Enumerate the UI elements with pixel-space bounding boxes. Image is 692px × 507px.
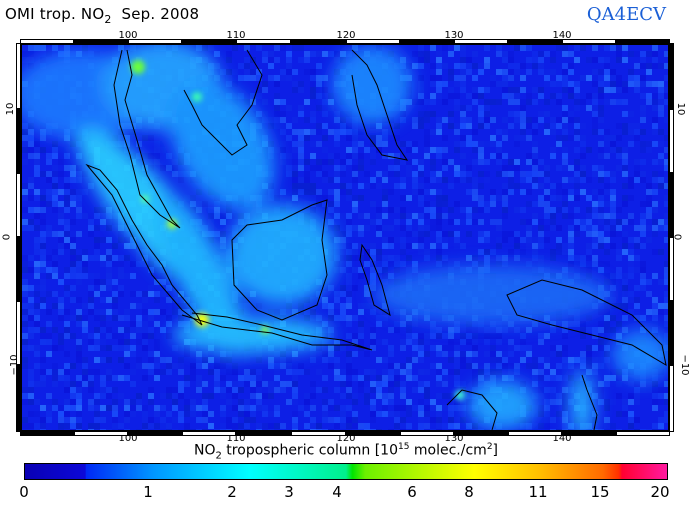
no2-heatmap	[22, 45, 668, 430]
colorbar-tick-label: 6	[407, 483, 417, 501]
cbar-label-mid: tropospheric column [10	[221, 442, 398, 459]
title-text: OMI trop. NO	[5, 5, 105, 23]
lon-tick-label: 140	[552, 30, 572, 41]
frame-segment	[616, 39, 670, 44]
frame-segment	[236, 431, 291, 436]
frame-segment	[128, 39, 182, 44]
frame-segment	[16, 237, 21, 301]
frame-segment	[454, 39, 508, 44]
frame-segment	[669, 43, 674, 109]
frame-segment	[669, 237, 674, 301]
lat-tick-label: 0	[1, 233, 13, 241]
frame-segment	[346, 39, 400, 44]
colorbar	[24, 463, 668, 480]
frame-segment	[20, 39, 74, 44]
lon-tick-label: 130	[444, 433, 464, 444]
elevated-regions	[22, 45, 668, 430]
lon-tick-label: 120	[336, 30, 356, 41]
frame-segment	[16, 109, 21, 173]
brand-label: QA4ECV	[586, 4, 666, 25]
frame-segment	[74, 39, 128, 44]
colorbar-tick-label: 4	[332, 483, 342, 501]
frame-segment	[74, 431, 128, 436]
title-date: Sep. 2008	[111, 5, 200, 23]
cbar-label-units: molec./cm	[409, 442, 487, 459]
frame-segment	[508, 39, 562, 44]
frame-segment	[16, 43, 21, 109]
frame-segment	[346, 431, 400, 436]
lon-tick-label: 110	[226, 433, 246, 444]
frame-segment	[182, 431, 236, 436]
lon-tick-label: 100	[118, 433, 138, 444]
frame-segment	[236, 39, 291, 44]
frame-segment	[669, 173, 674, 237]
frame-segment	[291, 39, 346, 44]
frame-segment	[400, 431, 454, 436]
frame-segment	[20, 431, 74, 436]
frame-segment	[16, 301, 21, 365]
cbar-label-exp: 15	[398, 442, 410, 452]
colorbar-tick-label: 8	[464, 483, 474, 501]
frame-segment	[291, 431, 346, 436]
lon-tick-label: 120	[336, 433, 356, 444]
colorbar-tick-label: 15	[590, 483, 610, 501]
frame-segment	[128, 431, 182, 436]
frame-segment	[669, 365, 674, 432]
frame-segment	[182, 39, 236, 44]
colorbar-tick-label: 0	[19, 483, 29, 501]
colorbar-tick-label: 2	[227, 483, 237, 501]
frame-segment	[508, 431, 562, 436]
lon-tick-label: 110	[226, 30, 246, 41]
frame-segment	[400, 39, 454, 44]
colorbar-tick-label: 3	[284, 483, 294, 501]
frame-segment	[562, 39, 616, 44]
frame-segment	[16, 365, 21, 432]
frame-segment	[669, 109, 674, 173]
cbar-label-exp2: 2	[486, 442, 493, 452]
coastlines	[85, 49, 667, 430]
map-title: OMI trop. NO2 Sep. 2008	[5, 5, 199, 26]
lat-tick-label: −10	[679, 354, 691, 376]
colorbar-label: NO2 tropospheric column [1015 molec./cm2…	[0, 442, 692, 461]
frame-segment	[454, 431, 508, 436]
lat-tick-label: 10	[4, 102, 16, 116]
lon-tick-label: 100	[118, 30, 138, 41]
title-subscript: 2	[104, 13, 112, 26]
colorbar-tick-label: 20	[650, 483, 670, 501]
cbar-label-sub: 2	[215, 450, 222, 462]
no2-map-panel	[20, 43, 670, 432]
lon-tick-label: 140	[552, 433, 572, 444]
colorbar-tick-label: 1	[143, 483, 153, 501]
frame-segment	[16, 173, 21, 237]
cbar-label-no: NO	[193, 442, 216, 459]
frame-segment	[669, 301, 674, 365]
colorbar-tick-label: 11	[528, 483, 548, 501]
cbar-label-end: ]	[492, 442, 499, 459]
frame-segment	[562, 431, 616, 436]
lon-tick-label: 130	[444, 30, 464, 41]
lat-tick-label: 10	[674, 102, 686, 116]
frame-segment	[616, 431, 670, 436]
